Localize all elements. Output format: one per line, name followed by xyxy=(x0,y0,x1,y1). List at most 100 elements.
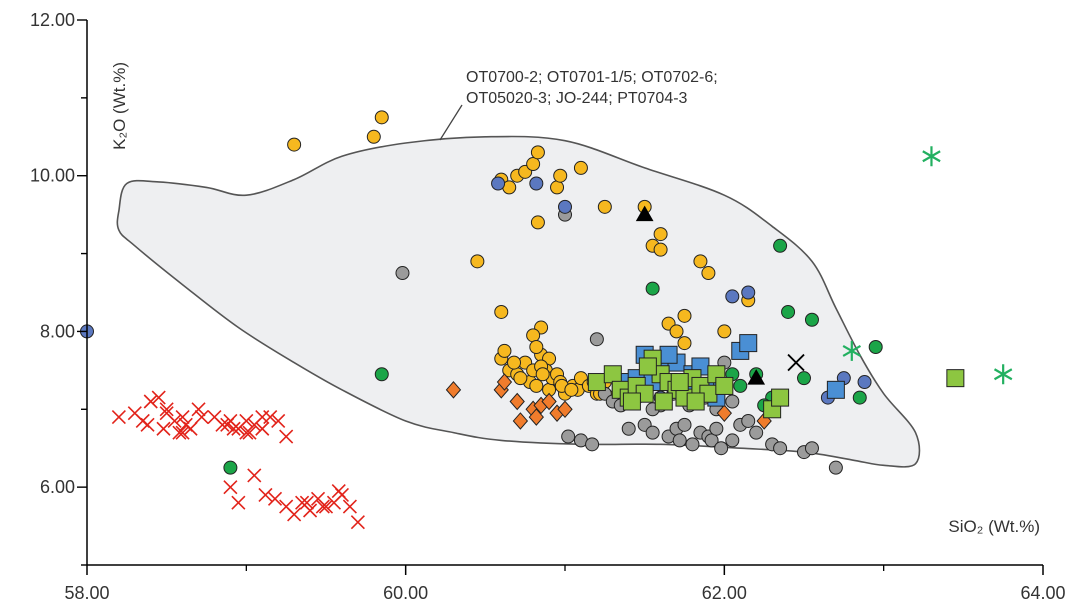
data-point xyxy=(528,408,544,426)
data-point xyxy=(677,417,692,432)
data-point xyxy=(445,381,462,399)
data-point xyxy=(558,199,572,214)
data-point xyxy=(529,176,544,191)
data-point xyxy=(530,215,545,230)
series-9-asterisk xyxy=(842,146,1013,385)
data-point xyxy=(787,353,805,372)
data-point xyxy=(175,410,190,425)
data-point xyxy=(561,429,576,444)
series-8-x xyxy=(787,353,805,372)
data-point xyxy=(494,304,509,319)
data-point xyxy=(194,410,209,425)
data-point xyxy=(143,394,158,409)
data-point xyxy=(715,376,734,395)
data-point xyxy=(496,373,513,391)
data-point xyxy=(140,417,155,432)
data-point xyxy=(621,421,636,436)
data-point xyxy=(677,308,692,323)
data-point xyxy=(670,373,689,392)
data-point xyxy=(741,285,756,300)
data-point xyxy=(653,227,668,242)
data-point xyxy=(497,343,512,358)
data-point xyxy=(287,507,302,522)
x-tick-label: 58.00 xyxy=(64,583,109,603)
y-tick-label: 6.00 xyxy=(40,477,75,497)
data-point xyxy=(541,392,557,411)
annotation-layer: OT0700-2; OT0701-1/5; OT0702-6; OT05020-… xyxy=(439,69,718,141)
data-point xyxy=(587,373,606,392)
data-point xyxy=(564,382,579,397)
data-point xyxy=(725,394,740,409)
data-point xyxy=(725,289,740,304)
data-point xyxy=(716,404,732,422)
x-tick-label: 60.00 xyxy=(383,583,428,603)
data-point xyxy=(263,410,278,425)
data-point xyxy=(530,145,545,160)
data-point xyxy=(557,400,573,419)
data-point xyxy=(645,425,660,440)
data-point xyxy=(318,499,334,514)
data-point xyxy=(215,417,230,432)
data-point xyxy=(395,266,410,281)
data-point xyxy=(247,468,262,483)
data-point xyxy=(709,421,724,436)
data-point xyxy=(597,199,612,214)
data-point xyxy=(585,437,600,452)
data-point xyxy=(685,437,700,452)
data-point xyxy=(773,238,788,253)
data-point xyxy=(271,413,286,429)
data-point xyxy=(653,242,668,257)
annotation-leader-line xyxy=(439,104,463,141)
data-point xyxy=(178,417,193,432)
data-point xyxy=(669,324,684,339)
data-point xyxy=(172,425,187,440)
data-point xyxy=(645,281,660,296)
data-point xyxy=(513,371,528,386)
data-point xyxy=(507,355,522,370)
data-point xyxy=(491,176,506,191)
data-point xyxy=(470,254,485,269)
data-point xyxy=(255,410,270,425)
data-point xyxy=(773,441,788,456)
y-tick-label: 10.00 xyxy=(30,166,75,186)
data-point xyxy=(589,332,604,347)
annotation-line-2: OT05020-3; JO-244; PT0704-3 xyxy=(466,90,688,107)
data-point xyxy=(220,417,235,432)
data-point xyxy=(603,365,622,384)
data-point xyxy=(704,433,719,448)
series-6-square xyxy=(587,349,965,419)
data-point xyxy=(529,340,544,354)
data-point xyxy=(553,168,568,183)
data-point xyxy=(299,495,314,510)
data-point xyxy=(156,421,171,436)
data-point xyxy=(111,410,126,425)
data-point xyxy=(529,378,544,393)
data-point xyxy=(342,499,357,514)
data-point xyxy=(672,433,687,448)
data-point xyxy=(717,324,732,339)
data-point xyxy=(526,328,541,343)
annotation-line-1: OT0700-2; OT0701-1/5; OT0702-6; xyxy=(466,69,718,86)
data-point xyxy=(255,421,270,436)
data-point xyxy=(946,369,965,388)
data-point xyxy=(303,503,318,518)
data-point xyxy=(231,495,246,510)
data-point xyxy=(315,499,330,514)
data-point xyxy=(659,345,678,364)
ticks-layer: 58.00 60.00 62.00 64.00 6.00 8.00 10.00 12.00 xyxy=(30,10,1066,603)
data-point xyxy=(331,483,346,499)
data-point xyxy=(741,413,756,428)
data-point xyxy=(526,157,541,172)
data-point xyxy=(797,371,811,386)
data-point xyxy=(374,367,389,382)
data-point xyxy=(167,413,182,429)
data-point xyxy=(223,480,238,495)
data-point xyxy=(857,375,872,390)
data-point xyxy=(804,312,819,327)
data-point xyxy=(677,336,692,351)
x-tick-label: 62.00 xyxy=(702,583,747,603)
data-point xyxy=(223,460,238,475)
y-axis-label: K₂O (Wt.%) xyxy=(110,62,129,150)
